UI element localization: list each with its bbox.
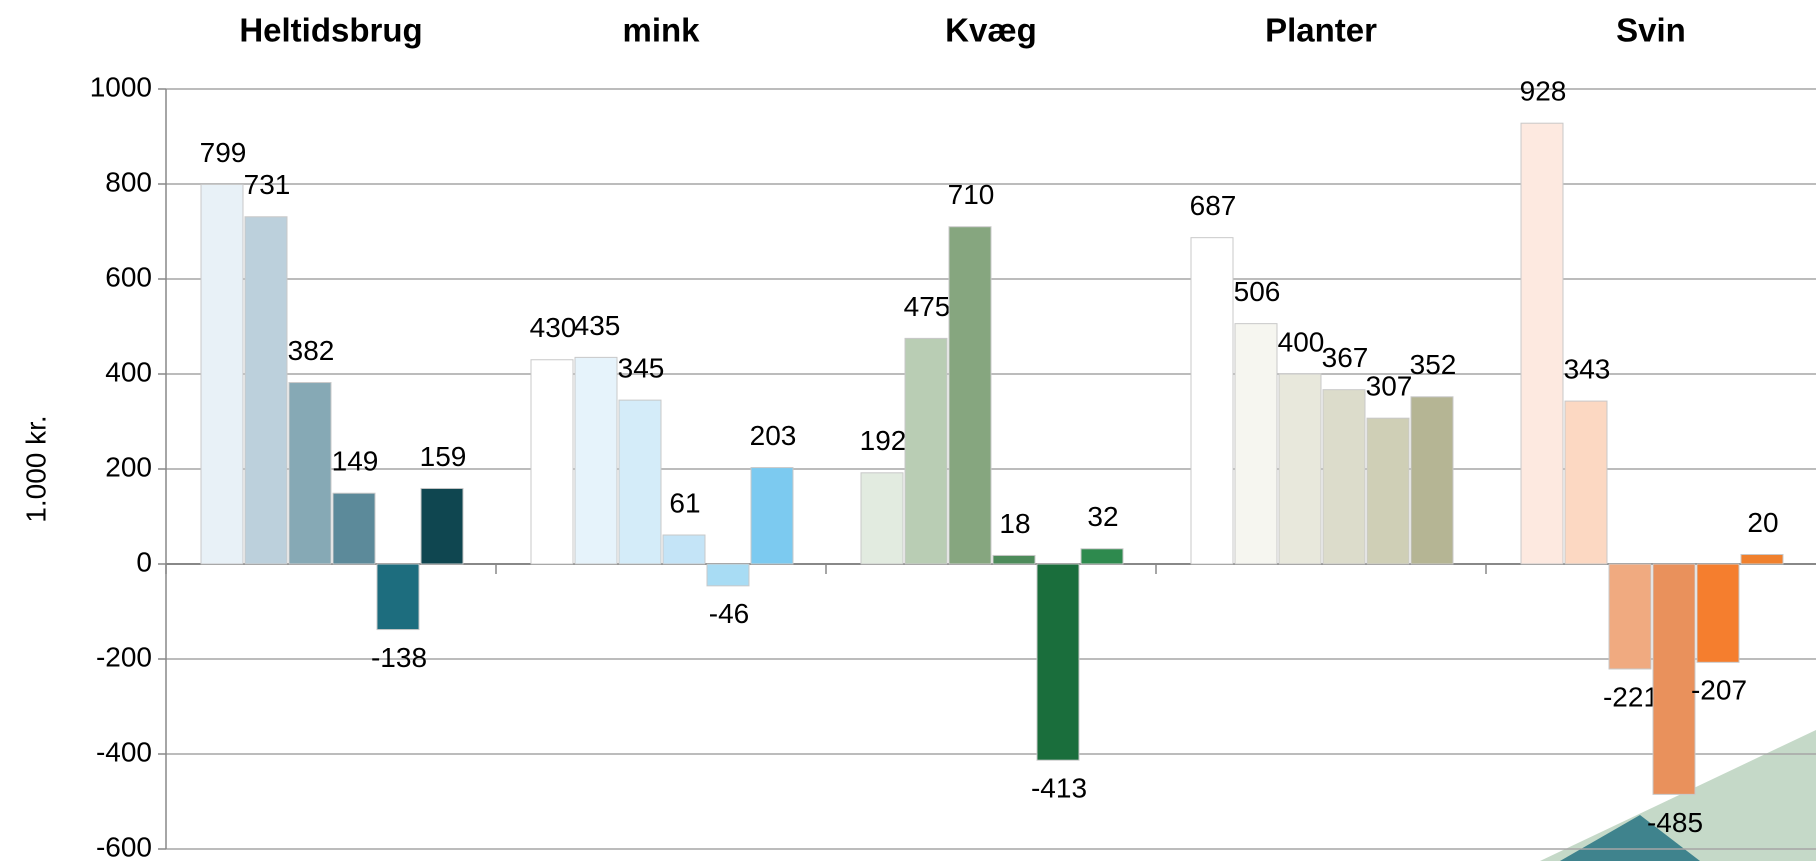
y-tick-label: 800 <box>105 166 152 197</box>
bar <box>1520 122 1564 565</box>
y-tick-label: -200 <box>96 641 152 672</box>
bar <box>376 563 420 631</box>
bar <box>1190 237 1234 565</box>
bar <box>1234 323 1278 565</box>
data-label: 506 <box>1234 276 1281 307</box>
bar <box>904 337 948 565</box>
category-label: Kvæg <box>945 12 1037 49</box>
category-label: Planter <box>1265 12 1377 49</box>
bar <box>750 467 794 565</box>
decoration <box>1540 730 1816 861</box>
data-label: 435 <box>574 310 621 341</box>
bar <box>662 534 706 565</box>
data-label: 731 <box>244 169 291 200</box>
data-label: -207 <box>1691 675 1747 706</box>
data-label: 345 <box>618 353 665 384</box>
data-label: 382 <box>288 335 335 366</box>
y-tick-label: 600 <box>105 261 152 292</box>
y-tick-label: 0 <box>136 546 152 577</box>
data-label: -485 <box>1647 807 1703 838</box>
bar <box>618 399 662 565</box>
bar <box>1410 396 1454 565</box>
bar <box>1696 563 1740 663</box>
y-tick-label: 400 <box>105 356 152 387</box>
data-label: 928 <box>1520 76 1567 107</box>
data-label: 710 <box>948 179 995 210</box>
y-axis-label: 1.000 kr. <box>20 415 51 522</box>
bar <box>530 359 574 565</box>
data-label: 475 <box>904 291 951 322</box>
data-label: -413 <box>1031 773 1087 804</box>
bar <box>860 472 904 565</box>
data-label: 18 <box>999 508 1030 539</box>
bar <box>1366 417 1410 565</box>
bar <box>574 356 618 565</box>
data-label: 192 <box>860 425 907 456</box>
category-label: Heltidsbrug <box>239 12 422 49</box>
category-label: Svin <box>1616 12 1686 49</box>
bar <box>1652 563 1696 795</box>
bar <box>288 382 332 565</box>
bar <box>1080 548 1124 565</box>
data-label: 203 <box>750 420 797 451</box>
bar <box>706 563 750 587</box>
bar <box>992 554 1036 565</box>
y-tick-label: 200 <box>105 451 152 482</box>
y-tick-label: 1000 <box>90 71 152 102</box>
data-label: 400 <box>1278 326 1325 357</box>
data-label: 367 <box>1322 342 1369 373</box>
bar <box>200 183 244 565</box>
y-tick-label: -600 <box>96 831 152 861</box>
data-label: 32 <box>1087 501 1118 532</box>
data-label: 430 <box>530 312 577 343</box>
data-label: 687 <box>1190 190 1237 221</box>
data-label: 352 <box>1410 349 1457 380</box>
category-label: mink <box>622 12 700 49</box>
data-label: 307 <box>1366 371 1413 402</box>
bar <box>244 216 288 565</box>
data-label: -138 <box>371 642 427 673</box>
bar <box>1278 373 1322 565</box>
bar <box>1740 554 1784 565</box>
bar <box>420 487 464 565</box>
y-tick-label: -400 <box>96 736 152 767</box>
bar <box>1322 389 1366 565</box>
data-label: -221 <box>1603 681 1659 712</box>
bar <box>1564 400 1608 565</box>
data-label: -46 <box>709 598 749 629</box>
bar <box>948 226 992 565</box>
data-label: 149 <box>332 446 379 477</box>
data-label: 159 <box>420 441 467 472</box>
data-label: 61 <box>669 487 700 518</box>
bar <box>1608 563 1652 670</box>
bar <box>1036 563 1080 761</box>
data-label: 20 <box>1747 507 1778 538</box>
bar <box>332 492 376 565</box>
data-label: 799 <box>200 137 247 168</box>
data-label: 343 <box>1564 353 1611 384</box>
